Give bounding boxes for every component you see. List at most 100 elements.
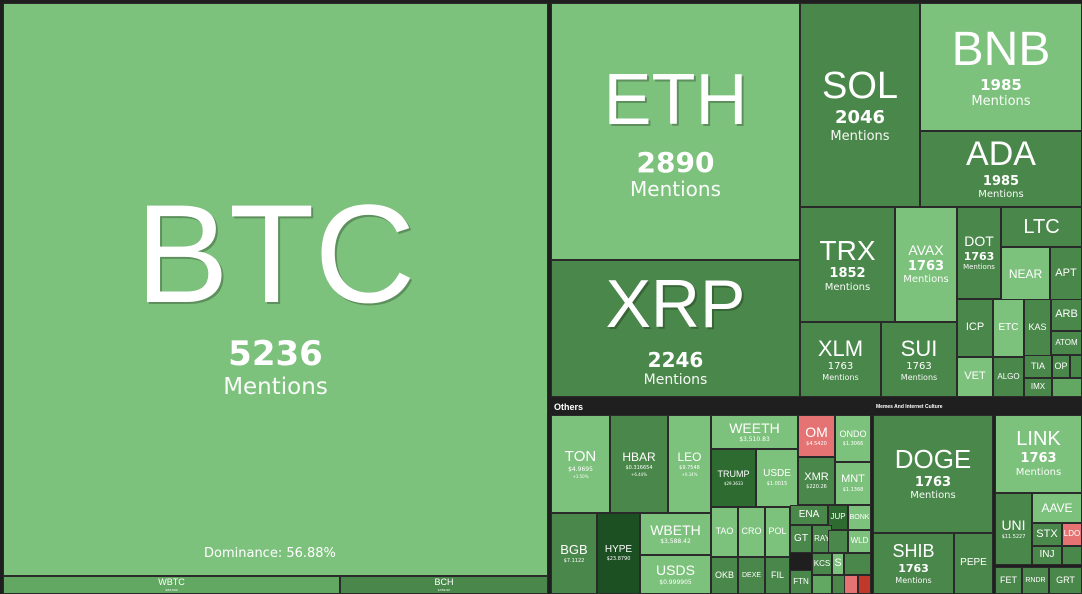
small-tile[interactable]: [1052, 378, 1082, 397]
tile-eth[interactable]: ETH 2890 Mentions: [551, 3, 800, 260]
tile-algo[interactable]: ALGO: [993, 357, 1024, 397]
tile-bnb[interactable]: BNB 1985 Mentions: [920, 3, 1082, 131]
tile-mnt[interactable]: MNT $1.1368: [835, 462, 871, 505]
memes-section-header: Memes And Internet Culture: [873, 400, 1082, 415]
tile-symbol: LEO: [677, 449, 702, 464]
tile-bch[interactable]: BCH $339.60: [340, 576, 548, 594]
tile-symbol: LTC: [1023, 215, 1060, 238]
tile-link[interactable]: LINK 1763 Mentions: [995, 415, 1082, 493]
tile-shib[interactable]: SHIB 1763 Mentions: [873, 533, 954, 594]
tile-stx[interactable]: STX: [1032, 523, 1062, 546]
tile-subtext: Mentions: [630, 177, 721, 202]
small-tile[interactable]: [844, 575, 858, 594]
tile-cro[interactable]: CRO: [738, 507, 765, 557]
tile-xmr[interactable]: XMR $220.26: [798, 457, 835, 505]
tile-btc[interactable]: BTC 5236 Mentions: [3, 3, 548, 576]
tile-sui[interactable]: SUI 1763 Mentions: [881, 322, 957, 397]
tile-subtext: Mentions: [910, 490, 956, 502]
tile-symbol: USDE: [763, 468, 791, 480]
tile-value: 1763: [963, 249, 995, 263]
tile-sol[interactable]: SOL 2046 Mentions: [800, 3, 920, 207]
tile-weeth[interactable]: WEETH $3,510.83: [711, 415, 798, 449]
tile-symbol: ALGO: [997, 371, 1020, 381]
tile-near[interactable]: NEAR: [1001, 247, 1050, 301]
tile-subtext: Mentions: [895, 575, 932, 585]
tile-ada[interactable]: ADA 1985 Mentions: [920, 131, 1082, 207]
small-tile[interactable]: [828, 530, 848, 553]
tile-rndr[interactable]: RNDR: [1022, 567, 1049, 594]
tile-arb[interactable]: ARB: [1051, 299, 1082, 331]
tile-apt[interactable]: APT: [1050, 247, 1082, 301]
tile-wbtc[interactable]: WBTC $84,500: [3, 576, 340, 594]
tile-ltc[interactable]: LTC: [1001, 207, 1082, 247]
tile-s[interactable]: S: [832, 553, 844, 575]
tile-xrp[interactable]: XRP 2246 Mentions: [551, 260, 800, 397]
tile-dexe[interactable]: DEXE: [738, 557, 765, 594]
tile-symbol: ATOM: [1055, 337, 1078, 347]
tile-symbol: OKB: [714, 569, 734, 580]
tile-wbeth[interactable]: WBETH $3,588.42: [640, 513, 711, 555]
tile-symbol: WLD: [850, 536, 869, 546]
tile-vet[interactable]: VET: [957, 357, 993, 397]
tile-leo[interactable]: LEO $9.7548 +0.34%: [668, 415, 711, 513]
tile-symbol: AVAX: [908, 242, 944, 259]
tile-ftn[interactable]: FTN: [790, 570, 812, 594]
tile-pepe[interactable]: PEPE: [954, 533, 993, 594]
tile-symbol: DEXE: [741, 571, 762, 579]
tile-kcs[interactable]: KCS: [812, 553, 832, 575]
tile-om[interactable]: OM $4.5420: [798, 415, 835, 457]
tile-bonk[interactable]: BONK: [848, 505, 871, 530]
tile-subtext: +6.44%: [630, 471, 648, 477]
tile-symbol: ARB: [1055, 308, 1078, 321]
tile-value: $339.60: [437, 588, 451, 593]
tile-ldo[interactable]: LDO: [1062, 523, 1082, 546]
small-tile[interactable]: [812, 575, 832, 594]
tile-usds[interactable]: USDS $0.999905: [640, 555, 711, 594]
tile-fil[interactable]: FIL: [765, 557, 790, 594]
tile-jup[interactable]: JUP: [828, 505, 848, 530]
tile-fet[interactable]: FET: [995, 567, 1022, 594]
tile-icp[interactable]: ICP: [957, 299, 993, 357]
tile-gt[interactable]: GT: [790, 525, 812, 553]
tile-hype[interactable]: HYPE $23.8790: [597, 513, 640, 594]
tile-hbar[interactable]: HBAR $0.316654 +6.44%: [610, 415, 668, 513]
tile-kas[interactable]: KAS: [1024, 299, 1051, 357]
tile-symbol: MNT: [841, 473, 865, 486]
tile-tao[interactable]: TAO: [711, 507, 738, 557]
tile-value: $7.1122: [563, 557, 585, 564]
tile-op[interactable]: OP: [1052, 355, 1070, 378]
small-tile[interactable]: [858, 575, 871, 594]
tile-imx[interactable]: IMX: [1024, 378, 1052, 397]
tile-doge[interactable]: DOGE 1763 Mentions: [873, 415, 993, 533]
tile-aave[interactable]: AAVE: [1032, 493, 1082, 523]
tile-symbol: KCS: [813, 558, 831, 568]
tile-value: $1.0015: [766, 480, 788, 487]
tile-xlm[interactable]: XLM 1763 Mentions: [800, 322, 881, 397]
small-tile[interactable]: [1070, 355, 1082, 378]
tile-grt[interactable]: GRT: [1049, 567, 1082, 594]
tile-etc[interactable]: ETC: [993, 299, 1024, 357]
tile-ton[interactable]: TON $4.9695 +3.50%: [551, 415, 610, 513]
small-tile[interactable]: [844, 553, 871, 575]
tile-okb[interactable]: OKB: [711, 557, 738, 594]
tile-symbol: ADA: [966, 135, 1036, 174]
tile-wld[interactable]: WLD: [848, 530, 871, 553]
tile-symbol: AAVE: [1041, 500, 1073, 515]
tile-inj[interactable]: INJ: [1032, 546, 1062, 565]
tile-uni[interactable]: UNI $11.5227: [995, 493, 1032, 565]
tile-trx[interactable]: TRX 1852 Mentions: [800, 207, 895, 322]
tile-avax[interactable]: AVAX 1763 Mentions: [895, 207, 957, 322]
tile-value: $3,510.83: [739, 436, 770, 444]
tile-trump[interactable]: TRUMP $29.3633: [711, 449, 756, 507]
tile-tia[interactable]: TIA: [1024, 355, 1052, 378]
tile-pol[interactable]: POL: [765, 507, 790, 557]
tile-symbol: HBAR: [622, 449, 656, 464]
tile-symbol: ENA: [798, 508, 820, 520]
tile-usde[interactable]: USDE $1.0015: [756, 449, 798, 507]
tile-ondo[interactable]: ONDO $1.3066: [835, 415, 871, 462]
tile-bgb[interactable]: BGB $7.1122: [551, 513, 597, 594]
tile-atom[interactable]: ATOM: [1051, 331, 1082, 355]
tile-dot[interactable]: DOT 1763 Mentions: [957, 207, 1001, 299]
small-tile[interactable]: [1062, 546, 1082, 565]
tile-ena[interactable]: ENA: [790, 505, 828, 525]
